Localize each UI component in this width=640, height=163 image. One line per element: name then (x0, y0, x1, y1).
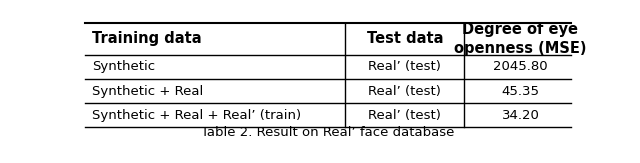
Text: Real’ (test): Real’ (test) (369, 85, 442, 97)
Text: Training data: Training data (92, 31, 202, 46)
Text: Synthetic + Real: Synthetic + Real (92, 85, 204, 97)
Text: Real’ (test): Real’ (test) (369, 60, 442, 73)
Text: 45.35: 45.35 (502, 85, 540, 97)
Text: Table 2. Result on Real’ face database: Table 2. Result on Real’ face database (202, 126, 454, 139)
Text: Synthetic + Real + Real’ (train): Synthetic + Real + Real’ (train) (92, 109, 301, 122)
Text: Test data: Test data (367, 31, 443, 46)
Text: Real’ (test): Real’ (test) (369, 109, 442, 122)
Text: Synthetic: Synthetic (92, 60, 156, 73)
Text: Degree of eye
openness (MSE): Degree of eye openness (MSE) (454, 22, 587, 56)
Text: 2045.80: 2045.80 (493, 60, 548, 73)
Text: 34.20: 34.20 (502, 109, 540, 122)
